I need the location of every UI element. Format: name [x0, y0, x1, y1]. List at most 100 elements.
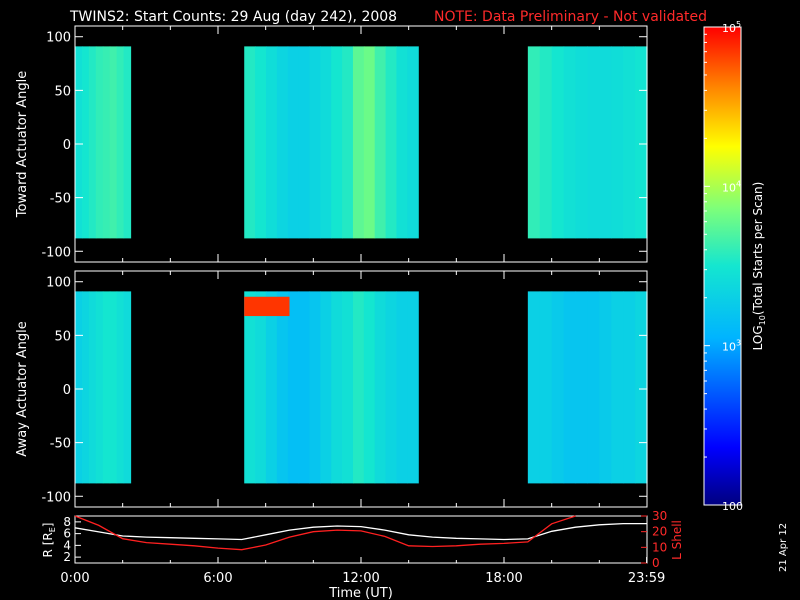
- y-tick-label: 0: [63, 383, 71, 398]
- colorbar-tick-label: 105: [722, 20, 741, 35]
- r-ylabel-sub: E: [48, 527, 57, 532]
- l-shell-tick-label: 0: [652, 556, 660, 570]
- heatmap-cell: [539, 291, 553, 484]
- heatmap-cell: [95, 291, 104, 484]
- heatmap-cell: [342, 291, 354, 484]
- y-tick-label: 0: [63, 138, 71, 153]
- colorbar-tick-base: 10: [722, 181, 736, 194]
- heatmap-hot-spot: [244, 296, 290, 317]
- heatmap-cell: [563, 291, 577, 484]
- heatmap-cell: [309, 291, 321, 484]
- colorbar-tick-exp: 5: [736, 20, 741, 29]
- heatmap-cell: [407, 291, 419, 484]
- heatmap-cell: [599, 46, 612, 239]
- heatmap-cell: [95, 46, 104, 239]
- colorbar-tick-label: 104: [722, 179, 741, 194]
- toward-ylabel: Toward Actuator Angle: [15, 71, 30, 218]
- heatmap-cell: [374, 46, 387, 239]
- heatmap-cell: [611, 291, 624, 484]
- heatmap-cell: [363, 46, 376, 239]
- heatmap-cell: [81, 46, 90, 239]
- time-tick-label: 12:00: [342, 571, 379, 586]
- heatmap-cell: [611, 46, 624, 239]
- heatmap-cell: [88, 291, 97, 484]
- heatmap-cell: [396, 46, 408, 239]
- preliminary-note: NOTE: Data Preliminary - Not validated: [434, 9, 707, 25]
- colorbar-tick-label: 100: [722, 500, 743, 513]
- colorbar-label-base: LOG: [751, 325, 765, 350]
- heatmap-cell: [575, 291, 589, 484]
- time-tick-label: 6:00: [203, 571, 232, 586]
- heatmap-cell: [298, 46, 311, 239]
- heatmap-cell: [587, 291, 600, 484]
- heatmap-cell: [587, 46, 600, 239]
- heatmap-cell: [407, 46, 419, 239]
- heatmap-cell: [255, 46, 267, 239]
- r-tick-label: 2: [63, 550, 71, 564]
- heatmap-cell: [551, 46, 565, 239]
- heatmap-cell: [287, 46, 300, 239]
- away-y-axis: 100 50 0 -50 -100: [41, 271, 648, 507]
- chart-title: TWINS2: Start Counts: 29 Aug (day 242), …: [69, 9, 397, 25]
- heatmap-cell: [102, 291, 111, 484]
- r-tick-label: 6: [63, 527, 71, 541]
- l-shell-tick-label: 20: [652, 525, 667, 539]
- heatmap-cell: [75, 46, 83, 239]
- heatmap-cell: [320, 46, 332, 239]
- heatmap-cell: [385, 291, 398, 484]
- heatmap-cell: [352, 291, 365, 484]
- l-shell-tick-label: 30: [652, 509, 667, 523]
- heatmap-cell: [363, 291, 376, 484]
- heatmap-cell: [81, 291, 90, 484]
- colorbar-label-rest: (Total Starts per Scan): [751, 182, 765, 316]
- heatmap-cell: [109, 291, 118, 484]
- r-distance-line: [74, 522, 647, 541]
- heatmap-cell: [276, 291, 289, 484]
- y-tick-label: -50: [50, 437, 71, 452]
- y-tick-label: -50: [50, 192, 71, 207]
- y-tick-label: 50: [54, 329, 71, 344]
- time-tick-label: 0:00: [60, 571, 89, 586]
- heatmap-cell: [551, 291, 565, 484]
- r-tick-label: 4: [63, 538, 71, 552]
- toward-heatmap: [75, 46, 648, 239]
- heatmap-cell: [255, 291, 267, 484]
- colorbar-tick-base: 10: [722, 22, 736, 35]
- heatmap-cell: [123, 291, 132, 484]
- heatmap-cell: [276, 46, 289, 239]
- plot-date: 21 Apr 12: [778, 523, 789, 572]
- heatmap-cell: [374, 291, 387, 484]
- heatmap-cell: [88, 46, 97, 239]
- colorbar-scale: [703, 26, 742, 506]
- heatmap-cell: [265, 291, 278, 484]
- r-ylabel-close: ]: [41, 523, 55, 528]
- l-shell-tick-label: 10: [652, 540, 667, 554]
- heatmap-cell: [244, 46, 256, 239]
- x-axis-label: Time (UT): [328, 586, 393, 600]
- heatmap-cell: [320, 291, 332, 484]
- time-tick-label: 23:59: [628, 571, 665, 586]
- l-shell-ylabel: L Shell: [670, 520, 684, 560]
- colorbar-tick-base: 10: [722, 341, 736, 354]
- r-tick-label: 8: [63, 515, 71, 529]
- l-shell-line: [74, 515, 576, 551]
- toward-y-axis: 100 50 0 -50 -100: [41, 26, 648, 262]
- heatmap-cell: [396, 291, 408, 484]
- heatmap-cell: [298, 291, 311, 484]
- heatmap-cell: [539, 46, 553, 239]
- away-panel: 100 50 0 -50 -100 Away Actuator Angle: [15, 270, 648, 508]
- heatmap-cell: [331, 46, 343, 239]
- y-tick-label: 50: [54, 84, 71, 99]
- colorbar-tick-label: 103: [722, 339, 741, 354]
- heatmap-cell: [635, 46, 648, 239]
- heatmap-cell: [342, 46, 354, 239]
- heatmap-cell: [623, 46, 636, 239]
- heatmap-cell: [599, 291, 612, 484]
- heatmap-cell: [352, 46, 365, 239]
- time-tick-label: 18:00: [485, 571, 522, 586]
- heatmap-cell: [75, 291, 83, 484]
- heatmap-cell: [623, 291, 636, 484]
